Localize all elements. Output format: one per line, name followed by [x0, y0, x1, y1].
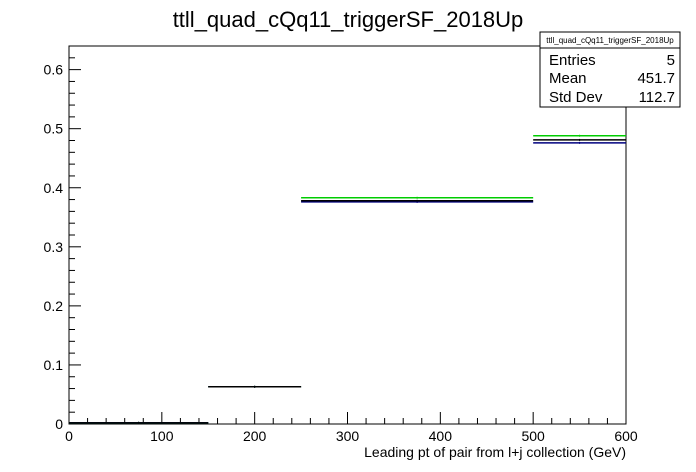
x-tick-label: 200	[243, 428, 267, 444]
stats-stddev-label: Std Dev	[549, 89, 603, 106]
stats-box-frame	[539, 31, 681, 108]
y-tick-label: 0.4	[44, 180, 64, 196]
y-tick-label: 0.6	[44, 62, 64, 78]
y-tick-labels: 0 0.1 0.2 0.3 0.4 0.5 0.6	[44, 62, 64, 432]
stats-mean-label: Mean	[549, 70, 587, 87]
x-axis-title: Leading pt of pair from l+j collection (…	[364, 444, 626, 460]
stats-box-title: ttll_quad_cQq11_triggerSF_2018Up	[546, 36, 674, 45]
axis-ticks	[68, 45, 627, 425]
x-tick-label: 600	[614, 428, 638, 444]
x-tick-label: 100	[150, 428, 174, 444]
x-tick-label: 500	[521, 428, 545, 444]
y-tick-label: 0.2	[44, 298, 64, 314]
histogram-series	[69, 134, 626, 424]
x-tick-label: 300	[336, 428, 360, 444]
stats-box: ttll_quad_cQq11_triggerSF_2018Up Entries…	[539, 31, 681, 108]
y-tick-label: 0	[55, 416, 63, 432]
stats-entries-label: Entries	[549, 52, 596, 69]
y-tick-label: 0.3	[44, 239, 64, 255]
x-tick-label: 0	[65, 428, 73, 444]
x-tick-label: 400	[429, 428, 453, 444]
y-tick-label: 0.1	[44, 357, 64, 373]
stats-entries-value: 5	[667, 52, 675, 69]
chart-title: ttll_quad_cQq11_triggerSF_2018Up	[173, 7, 524, 32]
x-tick-labels: 0 100 200 300 400 500 600	[65, 428, 638, 444]
stats-stddev-value: 112.7	[639, 89, 675, 106]
y-tick-label: 0.5	[44, 121, 64, 137]
stats-mean-value: 451.7	[637, 70, 675, 87]
